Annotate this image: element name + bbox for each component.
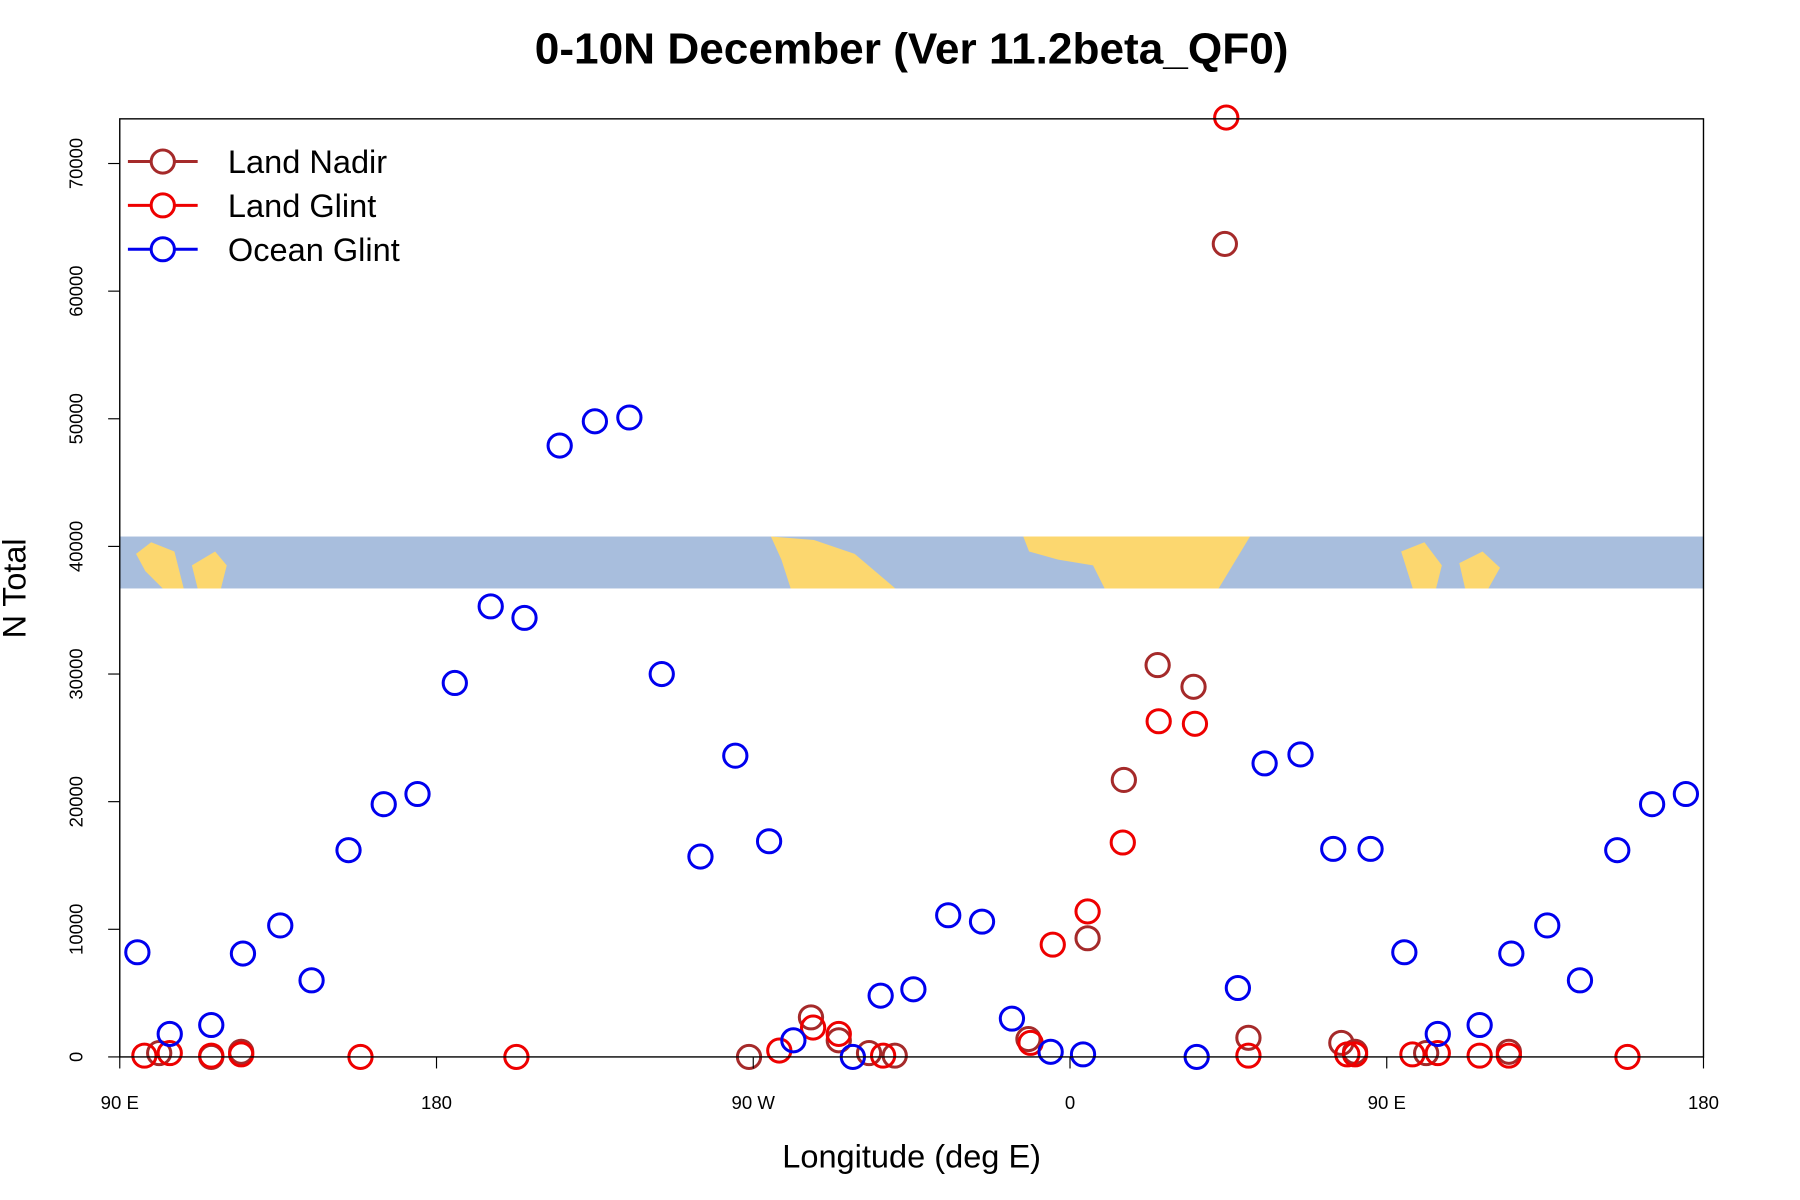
y-tick-label: 30000 xyxy=(65,648,86,699)
point xyxy=(546,432,573,459)
legend-marker xyxy=(149,192,176,219)
point xyxy=(1144,652,1171,679)
point xyxy=(1466,1042,1493,1069)
point xyxy=(441,669,468,697)
point xyxy=(198,1011,225,1039)
point xyxy=(1039,931,1066,958)
map-strip xyxy=(119,536,1704,589)
point xyxy=(867,982,894,1009)
y-tick-label: 40000 xyxy=(65,521,86,572)
point xyxy=(1213,104,1240,131)
point xyxy=(1235,1024,1262,1051)
y-tick-label: 70000 xyxy=(65,138,86,189)
plot-layer xyxy=(124,104,1700,1070)
point xyxy=(825,1027,852,1054)
x-tick-label: 0 xyxy=(1065,1092,1075,1113)
point xyxy=(1251,750,1278,777)
point xyxy=(1672,780,1700,808)
point xyxy=(1211,230,1238,257)
x-tick-label: 90 E xyxy=(1368,1092,1406,1113)
point xyxy=(1180,673,1207,700)
point xyxy=(1391,939,1418,966)
point xyxy=(1399,1041,1426,1068)
point xyxy=(1074,925,1101,952)
point xyxy=(511,604,538,631)
point xyxy=(1109,829,1136,856)
point xyxy=(869,1042,897,1069)
point xyxy=(1037,1038,1064,1065)
point xyxy=(477,593,504,620)
y-tick-label: 10000 xyxy=(65,904,86,955)
x-tick-label: 90 E xyxy=(101,1092,139,1113)
plot-box xyxy=(119,118,1705,1058)
legend-label: Land Nadir xyxy=(228,144,387,180)
point xyxy=(998,1005,1026,1032)
point xyxy=(722,742,749,769)
point xyxy=(780,1027,807,1054)
point xyxy=(799,1014,827,1041)
point xyxy=(1424,1040,1451,1067)
point xyxy=(335,837,362,864)
point xyxy=(228,1041,255,1068)
legend-label: Land Glint xyxy=(228,188,376,224)
point xyxy=(1320,835,1347,862)
chart-title: 0-10N December (Ver 11.2beta_QF0) xyxy=(535,25,1289,74)
point xyxy=(1638,791,1666,818)
point xyxy=(616,404,643,431)
point xyxy=(267,912,294,939)
point xyxy=(1287,741,1314,768)
point xyxy=(935,902,962,929)
point xyxy=(370,791,397,818)
point xyxy=(687,843,714,870)
point xyxy=(1334,1041,1361,1068)
point xyxy=(881,1042,908,1069)
point xyxy=(198,1042,225,1069)
point xyxy=(648,660,675,688)
point xyxy=(229,940,257,967)
point xyxy=(1495,1042,1523,1069)
point xyxy=(1224,974,1252,1002)
point xyxy=(1534,912,1561,939)
legend-label: Ocean Glint xyxy=(228,232,400,268)
y-axis-label: N Total xyxy=(0,538,33,638)
point xyxy=(404,780,431,808)
point xyxy=(1069,1041,1097,1068)
point xyxy=(1235,1042,1262,1069)
x-tick-label: 90 W xyxy=(732,1092,776,1113)
y-tick-label: 20000 xyxy=(65,776,86,827)
point xyxy=(298,967,325,994)
point xyxy=(1424,1020,1451,1047)
point xyxy=(1110,766,1137,794)
point xyxy=(968,908,996,935)
point xyxy=(797,1004,825,1031)
y-tick-label: 60000 xyxy=(65,265,86,316)
point xyxy=(1466,1011,1493,1039)
point xyxy=(1341,1041,1369,1068)
legend-marker xyxy=(149,236,176,263)
point xyxy=(1498,940,1525,967)
point xyxy=(755,828,783,855)
point xyxy=(900,976,927,1003)
point xyxy=(1357,835,1384,862)
point xyxy=(1181,710,1209,737)
point xyxy=(131,1042,158,1069)
y-tick-label: 0 xyxy=(65,1052,86,1062)
point xyxy=(581,408,609,435)
point xyxy=(156,1020,183,1047)
point xyxy=(825,1020,852,1047)
legend-marker xyxy=(149,148,176,175)
point xyxy=(156,1040,183,1067)
point xyxy=(855,1040,883,1067)
point xyxy=(124,939,151,966)
y-tick-label: 50000 xyxy=(65,393,86,444)
point xyxy=(1413,1040,1440,1067)
point xyxy=(1074,898,1101,925)
x-tick-label: 180 xyxy=(1688,1092,1719,1113)
x-axis-label: Longitude (deg E) xyxy=(782,1139,1041,1175)
point xyxy=(1145,708,1172,735)
point xyxy=(1566,967,1594,994)
x-tick-label: 180 xyxy=(421,1092,452,1113)
point xyxy=(1604,837,1631,864)
